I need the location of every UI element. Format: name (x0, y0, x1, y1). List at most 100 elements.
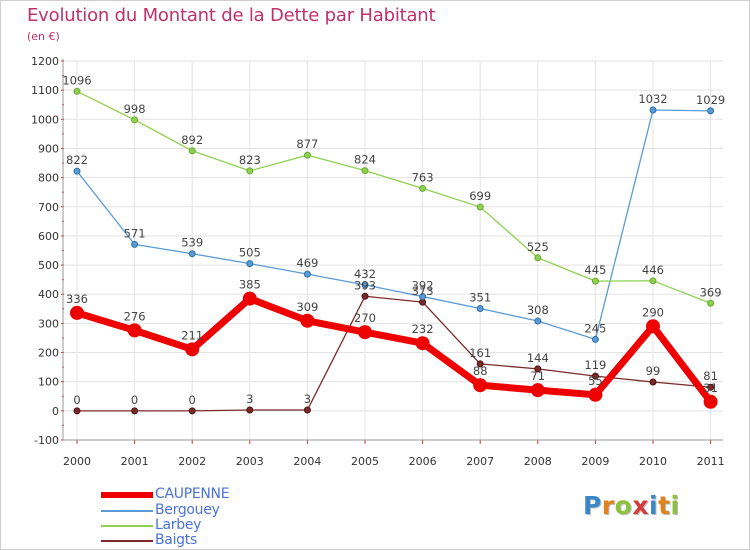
legend-swatch-baigts (101, 540, 153, 542)
data-label-larbey: 763 (412, 170, 434, 184)
y-tick-label: 500 (38, 259, 59, 272)
data-point-caupenne (530, 383, 545, 398)
y-tick-label: 300 (38, 317, 59, 330)
data-point-baigts (303, 406, 311, 414)
data-point-larbey (188, 147, 196, 155)
x-tick-label: 2007 (466, 455, 494, 468)
legend-item-larbey: Larbey (101, 517, 301, 534)
data-point-bergouey (303, 270, 311, 278)
x-tick-label: 2008 (524, 455, 552, 468)
data-label-larbey: 699 (469, 189, 491, 203)
data-label-caupenne: 88 (473, 364, 488, 378)
data-labels: 336 276 211 385 309 270 232 88 71 55 290 31 822 571 53… (62, 73, 725, 407)
y-tick-label: 900 (38, 142, 59, 155)
data-point-larbey (73, 87, 81, 95)
data-label-caupenne: 336 (66, 292, 88, 306)
data-label-larbey: 369 (700, 285, 722, 299)
data-label-baigts: 0 (73, 393, 80, 407)
data-point-caupenne (473, 378, 488, 393)
data-label-caupenne: 31 (703, 381, 718, 395)
data-label-bergouey: 469 (296, 256, 318, 270)
x-tick-label: 2003 (236, 455, 264, 468)
logo-letter: x (632, 491, 649, 520)
data-point-baigts (73, 407, 81, 415)
data-label-baigts: 3 (246, 392, 253, 406)
data-point-baigts (591, 372, 599, 380)
data-point-caupenne (185, 342, 200, 357)
data-point-bergouey (476, 305, 484, 313)
data-label-baigts: 144 (527, 351, 549, 365)
data-point-larbey (534, 254, 542, 262)
data-label-caupenne: 55 (588, 374, 603, 388)
series-line-baigts (76, 295, 712, 412)
logo-letter: i (649, 491, 659, 520)
data-point-bergouey (419, 293, 427, 301)
data-point-larbey (649, 277, 657, 285)
y-tick-label: 700 (38, 201, 59, 214)
data-point-bergouey (707, 107, 715, 115)
data-point-bergouey (131, 240, 139, 248)
data-label-bergouey: 432 (354, 267, 376, 281)
data-label-bergouey: 245 (584, 321, 606, 335)
data-point-bergouey (73, 167, 81, 175)
data-label-bergouey: 571 (124, 226, 146, 240)
data-point-baigts (246, 406, 254, 414)
data-point-bergouey (534, 317, 542, 325)
grid (63, 60, 723, 441)
data-point-baigts (476, 360, 484, 368)
data-label-caupenne: 211 (181, 328, 203, 342)
data-point-baigts (649, 378, 657, 386)
axes: -100010020030040050060070080090010001100… (31, 55, 725, 468)
data-point-larbey (246, 167, 254, 175)
logo-letter: t (658, 491, 671, 520)
data-label-baigts: 373 (412, 284, 434, 298)
legend-item-caupenne: CAUPENNE (101, 486, 301, 503)
data-point-caupenne (127, 323, 142, 338)
y-tick-label: 1000 (31, 113, 59, 126)
y-tick-label: -100 (34, 434, 59, 447)
data-point-bergouey (591, 335, 599, 343)
legend-label-baigts: Baigts (155, 532, 197, 548)
data-label-baigts: 0 (131, 393, 138, 407)
data-label-caupenne: 290 (642, 305, 664, 319)
y-tick-label: 1100 (31, 84, 59, 97)
y-tick-label: 0 (52, 405, 59, 418)
data-point-baigts (188, 407, 196, 415)
x-tick-label: 2001 (121, 455, 149, 468)
data-label-bergouey: 308 (527, 303, 549, 317)
data-label-caupenne: 71 (530, 369, 545, 383)
logo-letter: o (614, 491, 633, 520)
data-point-larbey (419, 184, 427, 192)
x-tick-label: 2010 (639, 455, 667, 468)
series-line-bergouey (76, 109, 712, 341)
x-tick-label: 2000 (63, 455, 91, 468)
legend-swatch-caupenne (101, 492, 153, 498)
data-label-larbey: 1096 (62, 73, 91, 87)
data-label-baigts: 161 (469, 346, 491, 360)
legend-item-baigts: Baigts (101, 532, 301, 549)
data-point-caupenne (300, 313, 315, 328)
series (70, 87, 718, 415)
data-label-baigts: 99 (646, 364, 661, 378)
data-point-baigts (361, 292, 369, 300)
legend-label-bergouey: Bergouey (155, 502, 220, 518)
data-label-larbey: 892 (181, 133, 203, 147)
data-label-baigts: 0 (189, 393, 196, 407)
data-label-bergouey: 1029 (696, 93, 725, 107)
data-label-bergouey: 539 (181, 236, 203, 250)
x-tick-label: 2005 (351, 455, 379, 468)
data-label-caupenne: 385 (239, 278, 261, 292)
data-label-larbey: 877 (296, 137, 318, 151)
x-tick-label: 2009 (581, 455, 609, 468)
y-tick-label: 100 (38, 376, 59, 389)
data-point-caupenne (703, 394, 718, 409)
x-tick-label: 2004 (293, 455, 321, 468)
data-label-larbey: 998 (124, 102, 146, 116)
y-tick-label: 600 (38, 230, 59, 243)
data-label-larbey: 824 (354, 153, 376, 167)
data-point-baigts (131, 407, 139, 415)
series-line-caupenne (73, 295, 715, 406)
proxiti-logo: Proxiti (583, 491, 680, 520)
